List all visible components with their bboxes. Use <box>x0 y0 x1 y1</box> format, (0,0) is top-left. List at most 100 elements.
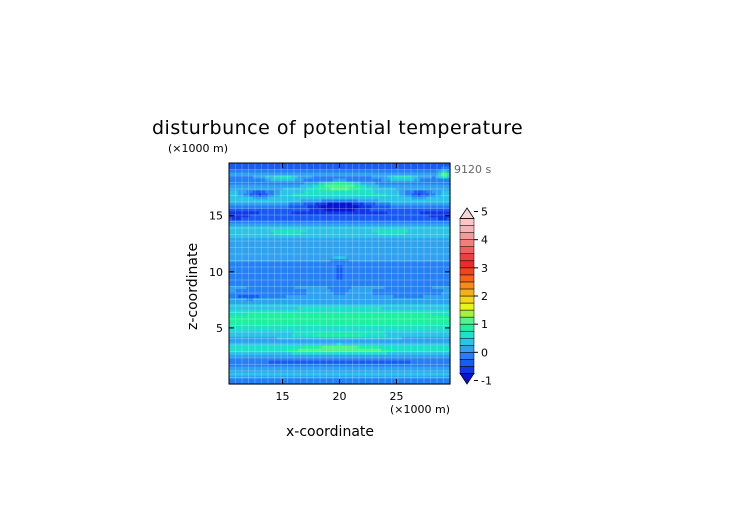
heatmap-cell <box>273 315 278 319</box>
heatmap-cell <box>303 183 308 188</box>
heatmap-cell <box>402 327 406 331</box>
heatmap-cell <box>372 318 376 322</box>
heatmap-cell <box>396 276 400 281</box>
heatmap-cell <box>342 195 347 200</box>
heatmap-cell <box>267 366 272 370</box>
heatmap-cell <box>237 201 242 206</box>
heatmap-cell <box>300 165 305 170</box>
heatmap-cell <box>276 165 281 170</box>
heatmap-cell <box>423 183 427 188</box>
heatmap-cell <box>285 375 290 379</box>
heatmap-cell <box>297 210 302 215</box>
heatmap-cell <box>240 252 245 257</box>
heatmap-cell <box>255 189 260 194</box>
heatmap-cell <box>420 378 424 382</box>
heatmap-cell <box>300 351 305 355</box>
heatmap-cell <box>324 381 329 385</box>
heatmap-cell <box>306 228 311 233</box>
heatmap-cell <box>229 204 233 209</box>
heatmap-cell <box>387 360 391 364</box>
heatmap-cell <box>342 219 347 224</box>
heatmap-cell <box>333 171 338 176</box>
heatmap-cell <box>315 303 320 307</box>
heatmap-cell <box>312 285 317 290</box>
heatmap-cell <box>276 204 281 209</box>
heatmap-cell <box>369 198 373 203</box>
heatmap-cell <box>396 282 400 287</box>
heatmap-cell <box>414 168 418 173</box>
heatmap-cell <box>369 348 373 352</box>
heatmap-cell <box>348 363 353 367</box>
heatmap-cell <box>369 201 373 206</box>
heatmap-cell <box>294 261 299 266</box>
heatmap-cell <box>423 282 427 287</box>
heatmap-cell <box>306 186 311 191</box>
heatmap-cell <box>390 270 394 275</box>
heatmap-cell <box>288 219 293 224</box>
heatmap-cell <box>339 297 344 301</box>
heatmap-cell <box>417 213 421 218</box>
heatmap-cell <box>255 225 260 230</box>
heatmap-cell <box>279 348 284 352</box>
heatmap-cell <box>246 309 251 313</box>
heatmap-cell <box>408 189 412 194</box>
heatmap-cell <box>246 375 251 379</box>
heatmap-cell <box>381 222 385 227</box>
heatmap-cell <box>234 264 239 269</box>
heatmap-cell <box>249 312 254 316</box>
heatmap-cell <box>240 372 245 376</box>
heatmap-cell <box>270 330 275 334</box>
heatmap-cell <box>315 330 320 334</box>
heatmap-cell <box>399 363 403 367</box>
heatmap-cell <box>279 360 284 364</box>
heatmap-cell <box>255 234 260 239</box>
heatmap-cell <box>282 303 287 307</box>
heatmap-cell <box>366 270 370 275</box>
heatmap-cell <box>231 165 236 170</box>
heatmap-cell <box>399 261 403 266</box>
heatmap-cell <box>336 201 341 206</box>
heatmap-cell <box>231 264 236 269</box>
heatmap-cell <box>240 189 245 194</box>
heatmap-cell <box>261 192 266 197</box>
heatmap-cell <box>387 348 391 352</box>
heatmap-cell <box>345 321 350 325</box>
heatmap-cell <box>273 201 278 206</box>
heatmap-cell <box>324 327 329 331</box>
heatmap-cell <box>369 261 373 266</box>
heatmap-cell <box>339 321 344 325</box>
heatmap-cell <box>420 270 424 275</box>
heatmap-cell <box>246 330 251 334</box>
heatmap-cell <box>279 291 284 296</box>
heatmap-cell <box>318 378 323 382</box>
heatmap-cell <box>315 297 320 301</box>
heatmap-cell <box>315 240 320 245</box>
heatmap-cell <box>288 345 293 349</box>
heatmap-cell <box>318 369 323 373</box>
heatmap-cell <box>372 261 376 266</box>
heatmap-cell <box>324 318 329 322</box>
heatmap-cell <box>261 381 266 385</box>
heatmap-cell <box>372 234 376 239</box>
heatmap-cell <box>297 303 302 307</box>
heatmap-cell <box>252 258 257 263</box>
heatmap-cell <box>417 300 421 304</box>
heatmap-cell <box>357 360 362 364</box>
heatmap-cell <box>390 360 394 364</box>
heatmap-cell <box>276 186 281 191</box>
heatmap-cell <box>390 285 394 290</box>
heatmap-cell <box>312 192 317 197</box>
heatmap-cell <box>285 210 290 215</box>
heatmap-cell <box>321 180 326 185</box>
heatmap-cell <box>399 375 403 379</box>
heatmap-cell <box>237 279 242 284</box>
heatmap-cell <box>249 240 254 245</box>
heatmap-cell <box>252 306 257 310</box>
heatmap-cell <box>273 378 278 382</box>
heatmap-cell <box>420 240 424 245</box>
heatmap-cell <box>390 366 394 370</box>
heatmap-cell <box>264 372 269 376</box>
heatmap-cell <box>279 378 284 382</box>
heatmap-cell <box>369 213 373 218</box>
heatmap-cell <box>252 252 257 257</box>
